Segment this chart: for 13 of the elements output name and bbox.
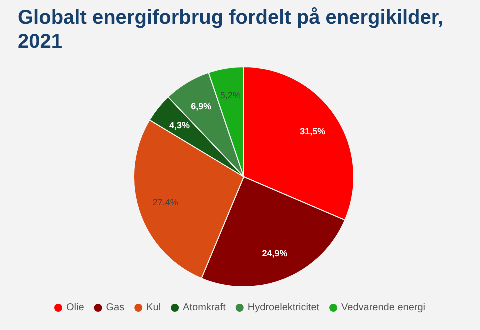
legend-label: Gas bbox=[106, 302, 125, 314]
legend-label: Kul bbox=[146, 302, 162, 314]
data-label: 27,4% bbox=[152, 198, 178, 208]
legend-label: Olie bbox=[66, 302, 85, 314]
data-label: 31,5% bbox=[300, 126, 326, 137]
chart-title: Globalt energiforbrug fordelt på energikilder, 2021 bbox=[18, 7, 444, 53]
data-label: 4,3% bbox=[169, 120, 190, 130]
legend-label: Hydroelektricitet bbox=[248, 302, 320, 314]
data-label: 6,9% bbox=[191, 101, 212, 112]
legend-label: Atomkraft bbox=[183, 302, 226, 314]
legend-label: Vedvarende energi bbox=[342, 302, 426, 314]
data-label: 5,2% bbox=[220, 90, 241, 101]
data-label: 24,9% bbox=[262, 248, 288, 258]
